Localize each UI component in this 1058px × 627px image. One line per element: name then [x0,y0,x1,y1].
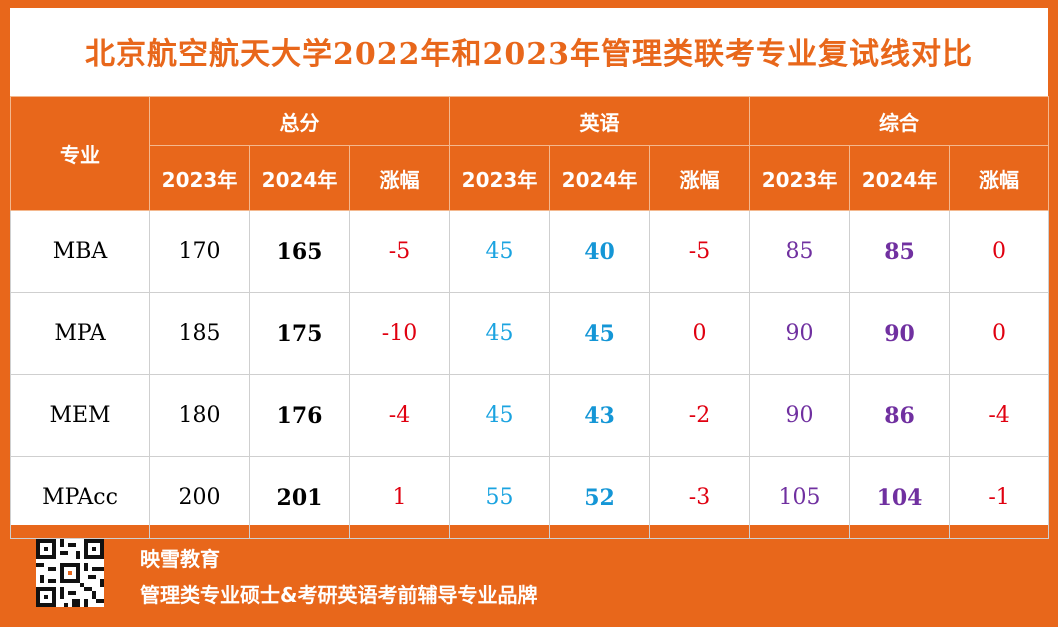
english-2024-cell: 45 [549,292,651,375]
header-row-groups: 专业 总分 英语 综合 [10,96,1050,211]
comp-2023-cell: 105 [749,456,851,539]
english-2023-cell: 45 [449,210,551,293]
subcol-header: 2023年 [749,145,851,211]
group-header-total: 总分 [148,96,451,146]
comp-change-cell: 0 [949,292,1050,375]
major-header: 专业 [10,96,150,211]
major-cell: MEM [10,374,150,457]
total-2024-cell: 176 [249,374,350,457]
comp-2024-cell: 90 [849,292,951,375]
footer: 映雪教育 管理类专业硕士&考研英语考前辅导专业品牌 [0,525,1058,627]
table-frame: 北京航空航天大学2022年和2023年管理类联考专业复试线对比 专业 总分 英语… [10,8,1050,539]
comp-change-cell: -4 [949,374,1050,457]
comp-2024-cell: 85 [849,210,951,293]
english-change-cell: -3 [649,456,751,539]
english-2023-cell: 45 [449,374,551,457]
brand-name: 映雪教育 [140,547,220,571]
english-change-cell: -2 [649,374,751,457]
table-row: MEM 180 176 -4 45 43 -2 90 86 -4 [10,374,1050,457]
subcol-header: 2023年 [149,145,250,211]
subcol-header: 2024年 [849,145,951,211]
english-change-cell: -5 [649,210,751,293]
english-2024-cell: 52 [549,456,651,539]
subcol-header: 2023年 [449,145,551,211]
subcol-header: 2024年 [549,145,651,211]
english-2023-cell: 55 [449,456,551,539]
total-change-cell: -10 [348,292,451,375]
comp-change-cell: -1 [949,456,1050,539]
table-row: MPA 185 175 -10 45 45 0 90 90 0 [10,292,1050,375]
comp-2023-cell: 85 [749,210,851,293]
major-cell: MPAcc [10,456,150,539]
page-title: 北京航空航天大学2022年和2023年管理类联考专业复试线对比 [85,37,973,72]
comp-2024-cell: 86 [849,374,951,457]
header-row-subcols: 2023年 2024年 涨幅 2023年 2024年 涨幅 2023年 2024… [11,145,1050,211]
total-2024-cell: 201 [249,456,350,539]
table-row: MBA 170 165 -5 45 40 -5 85 85 0 [10,210,1050,293]
comp-change-cell: 0 [949,210,1050,293]
comp-2023-cell: 90 [749,374,851,457]
major-cell: MBA [10,210,150,293]
group-header-comprehensive: 综合 [749,96,1050,146]
total-change-cell: 1 [348,456,451,539]
total-2023-cell: 180 [149,374,250,457]
subcol-header: 涨幅 [348,145,451,211]
group-header-english: 英语 [449,96,751,146]
comp-2024-cell: 104 [849,456,951,539]
total-change-cell: -5 [348,210,451,293]
english-2024-cell: 43 [549,374,651,457]
comp-2023-cell: 90 [749,292,851,375]
total-2024-cell: 165 [249,210,350,293]
total-2023-cell: 170 [149,210,250,293]
table-row: MPAcc 200 201 1 55 52 -3 105 104 -1 [10,456,1050,539]
total-2023-cell: 200 [149,456,250,539]
brand-slogan: 管理类专业硕士&考研英语考前辅导专业品牌 [140,583,538,607]
subcol-header: 2024年 [249,145,350,211]
major-cell: MPA [10,292,150,375]
qr-code-icon [36,539,104,607]
total-change-cell: -4 [348,374,451,457]
subcol-header: 涨幅 [949,145,1050,211]
total-2024-cell: 175 [249,292,350,375]
english-change-cell: 0 [649,292,751,375]
english-2024-cell: 40 [549,210,651,293]
score-table: 专业 总分 英语 综合 2023年 2024年 涨幅 2023年 2024年 涨… [10,96,1050,539]
english-2023-cell: 45 [449,292,551,375]
subcol-header: 涨幅 [649,145,751,211]
total-2023-cell: 185 [149,292,250,375]
